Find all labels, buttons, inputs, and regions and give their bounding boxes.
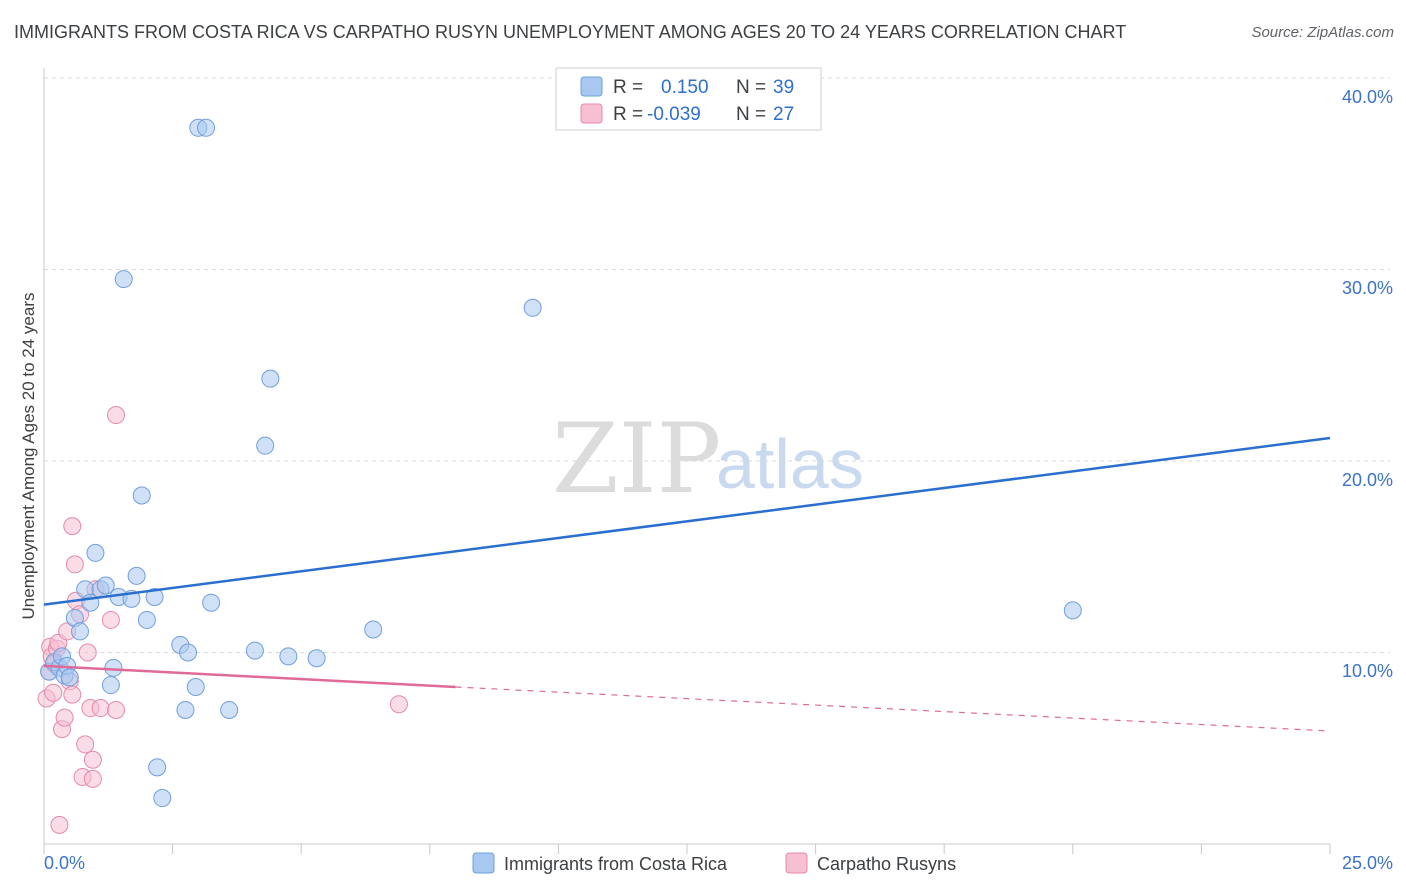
legend-n-label-pink: N = [736,104,766,125]
blue-point-14 [101,676,120,695]
series-costa-rica-points [40,118,1082,808]
legend-swatch-blue [580,76,603,97]
blue-point-34 [256,436,275,455]
blue-point-40 [1063,601,1082,620]
blue-point-11 [86,543,105,562]
x-tick-label-min: 0.0% [44,853,85,873]
bottom-legend-swatch-blue [472,852,495,874]
pink-point-10 [55,708,74,727]
legend-r-label-pink: R = [613,104,643,125]
pink-point-23 [83,769,102,788]
pink-point-13 [63,685,82,704]
watermark: ZIP atlas [552,403,864,515]
source-credit: Source: ZipAtlas.com [1251,24,1394,41]
blue-point-13 [96,576,115,595]
pink-point-20 [78,643,97,662]
blue-point-30 [197,118,216,137]
bottom-legend-swatch-pink [785,852,808,874]
y-tick-label-40: 40.0% [1342,87,1393,107]
pink-point-22 [83,750,102,769]
y-axis-title: Unemployment Among Ages 20 to 24 years [19,293,38,620]
legend-r-value-pink: -0.039 [647,104,701,125]
y-tick-label-30: 30.0% [1342,278,1393,298]
blue-point-19 [127,566,146,585]
watermark-zip: ZIP [552,403,721,515]
blue-point-39 [523,298,542,317]
series-legend: Immigrants from Costa Rica Carpatho Rusy… [472,852,956,874]
pink-point-19 [76,735,95,754]
trend-line-costa-rica [43,436,1331,606]
y-tick-label-20: 20.0% [1342,470,1393,490]
bottom-legend-label-pink: Carpatho Rusyns [817,854,956,874]
blue-point-31 [202,593,221,612]
blue-point-23 [148,758,167,777]
x-tick-label-max: 25.0% [1342,853,1393,873]
y-tick-labels: 10.0% 20.0% 30.0% 40.0% [1342,87,1393,681]
blue-point-36 [279,647,298,666]
pink-point-27 [107,700,126,719]
blue-point-8 [71,622,90,641]
blue-point-21 [137,610,156,629]
pink-point-25 [91,699,110,718]
blue-point-33 [245,641,264,660]
pink-point-4 [44,683,63,702]
correlation-legend: R = 0.150 N = 39 R = -0.039 N = 27 [555,67,822,131]
trend-line-carpatho-rusyns-solid [43,664,456,689]
pink-point-14 [63,517,82,536]
blue-point-28 [186,677,205,696]
blue-point-37 [307,649,326,668]
legend-swatch-pink [580,103,603,124]
pink-point-15 [65,555,84,574]
pink-point-26 [101,610,120,629]
blue-point-24 [153,789,172,808]
blue-point-27 [179,643,198,662]
blue-point-32 [220,700,239,719]
blue-point-35 [261,369,280,388]
pink-point-8 [50,815,69,834]
bottom-legend-label-blue: Immigrants from Costa Rica [504,854,728,874]
blue-point-26 [176,700,195,719]
series-carpatho-rusyns-points [37,406,408,834]
legend-n-value-pink: 27 [773,104,794,125]
legend-r-label-blue: R = [613,77,643,98]
y-tick-label-10: 10.0% [1342,661,1393,681]
blue-point-17 [114,270,133,289]
chart-title: IMMIGRANTS FROM COSTA RICA VS CARPATHO R… [14,22,1127,42]
trend-lines [43,436,1331,732]
gridlines [44,77,1390,653]
x-ticks [43,844,1331,854]
legend-n-value-blue: 39 [773,77,794,98]
pink-point-28 [107,406,126,425]
blue-point-38 [364,620,383,639]
blue-point-6 [60,668,79,687]
legend-n-label-blue: N = [736,77,766,98]
blue-point-15 [104,658,123,677]
pink-point-29 [389,695,408,714]
watermark-atlas: atlas [716,425,864,503]
blue-point-20 [132,486,151,505]
blue-point-22 [145,587,164,606]
legend-r-value-blue: 0.150 [661,77,709,98]
trend-line-carpatho-rusyns-dashed [455,686,1331,732]
